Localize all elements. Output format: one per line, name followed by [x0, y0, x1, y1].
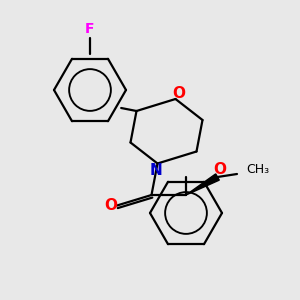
Text: CH₃: CH₃ [246, 163, 269, 176]
Text: N: N [150, 163, 162, 178]
Text: O: O [104, 198, 117, 213]
Text: F: F [85, 22, 95, 36]
Polygon shape [186, 174, 219, 195]
Text: O: O [172, 86, 186, 101]
Text: O: O [213, 162, 226, 177]
